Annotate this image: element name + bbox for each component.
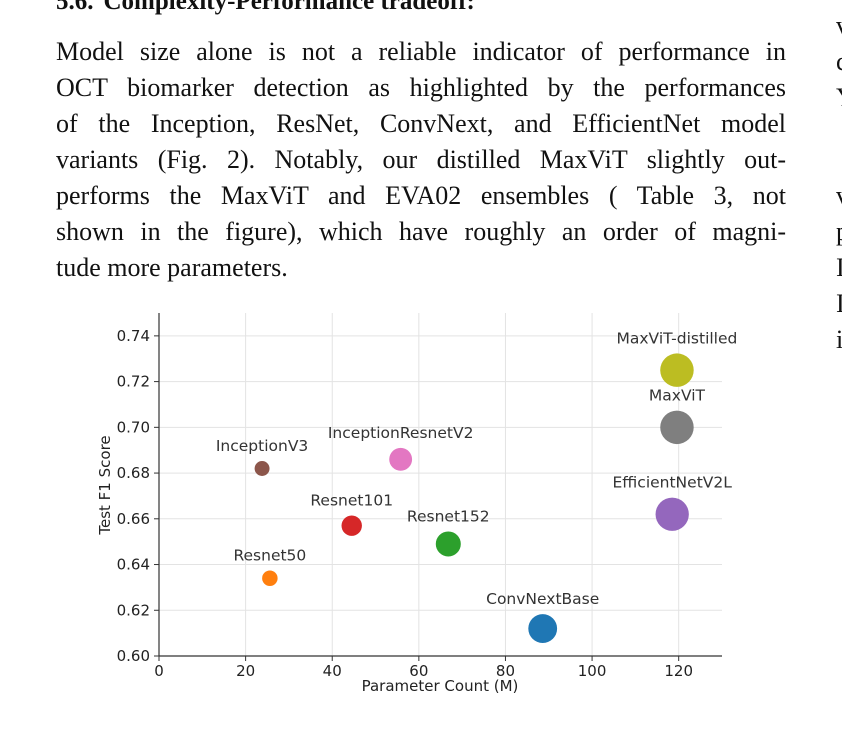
data-point	[655, 497, 689, 531]
y-tick-label: 0.74	[117, 327, 150, 345]
y-tick-label: 0.72	[117, 373, 150, 391]
right-column-fragment: p	[836, 214, 842, 250]
data-point-label: MaxViT	[649, 387, 706, 405]
x-axis-label: Parameter Count (M)	[362, 677, 519, 695]
right-column-fragment: I	[836, 253, 842, 282]
right-column-fragment: I	[836, 289, 842, 318]
data-point	[528, 614, 558, 643]
data-point	[262, 570, 278, 586]
y-tick-label: 0.68	[117, 464, 150, 482]
x-tick-label: 40	[323, 662, 342, 680]
data-point-label: MaxViT-distilled	[617, 329, 738, 347]
paragraph-line: variants (Fig. 2). Notably, our distille…	[56, 145, 786, 174]
section-heading: 5.6. Complexity-Performance tradeoff:	[56, 0, 475, 16]
paragraph-line: of the Inception, ResNet, ConvNext, and …	[56, 109, 786, 138]
data-point-label: Resnet50	[233, 547, 306, 565]
data-point-label: Resnet101	[310, 491, 393, 509]
paragraph-line: OCT biomarker detection as highlighted b…	[56, 73, 786, 102]
y-tick-label: 0.62	[117, 601, 150, 619]
paragraph-line: shown in the figure), which have roughly…	[56, 217, 786, 246]
scatter-chart: 0 20 40 60 80 100 120 0.60 0.62 0.64 0.66 0.68 0.70 0…	[96, 313, 738, 695]
data-point-label: InceptionV3	[216, 437, 308, 455]
y-axis-label: Test F1 Score	[96, 435, 114, 535]
x-tick-label: 0	[154, 662, 164, 680]
data-point	[389, 447, 413, 471]
data-point	[660, 410, 694, 445]
data-point-label: EfficientNetV2L	[613, 474, 733, 492]
data-point	[660, 353, 694, 387]
right-column-fragment: c	[836, 47, 842, 76]
x-tick-label: 120	[664, 662, 693, 680]
data-point	[341, 515, 362, 536]
x-tick-label: 60	[409, 662, 428, 680]
paragraph-line: performs the MaxViT and EVA02 ensembles …	[56, 181, 786, 210]
axes: 0 20 40 60 80 100 120 0.60 0.62 0.64 0.66 0.68 0.70 0…	[117, 313, 722, 680]
y-tick-label: 0.60	[117, 647, 150, 665]
data-point	[254, 461, 270, 476]
body-paragraph: Model size alone is not a reliable indic…	[56, 34, 786, 286]
section-number: 5.6.	[56, 0, 94, 15]
data-point	[435, 531, 461, 557]
right-column-fragment: i	[836, 325, 842, 354]
right-column-fragment: Y	[836, 80, 842, 116]
x-tick-label: 100	[578, 662, 607, 680]
right-column-fragment: v	[836, 8, 842, 44]
x-tick-label: 20	[236, 662, 255, 680]
data-point-label: ConvNextBase	[486, 590, 599, 608]
data-points: InceptionV3 InceptionResnetV2 Resnet101 Res…	[216, 329, 738, 643]
paragraph-line: tude more parameters.	[56, 253, 288, 282]
y-tick-label: 0.66	[117, 510, 150, 528]
y-tick-label: 0.70	[117, 418, 150, 436]
section-title: Complexity-Performance tradeoff:	[103, 0, 475, 15]
paragraph-line: Model size alone is not a reliable indic…	[56, 37, 786, 66]
data-point-label: Resnet152	[407, 507, 490, 525]
right-column-fragment: v	[836, 178, 842, 214]
data-point-label: InceptionResnetV2	[328, 424, 474, 442]
y-tick-label: 0.64	[117, 556, 150, 574]
x-tick-label: 80	[496, 662, 515, 680]
